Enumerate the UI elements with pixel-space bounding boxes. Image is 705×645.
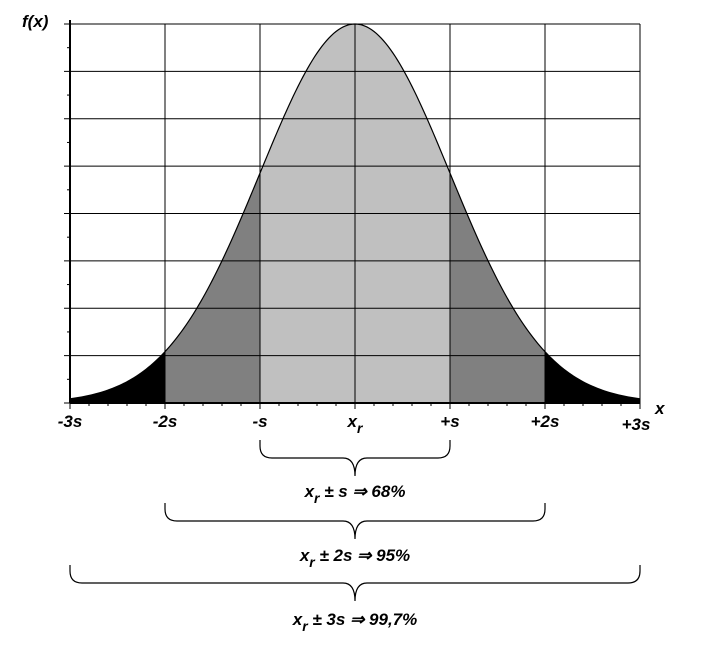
grid: [70, 23, 641, 403]
band-3: [70, 351, 165, 403]
x-tick-label-4: +s: [440, 412, 459, 431]
interval-brace-0: [259, 440, 451, 477]
x-tick-label-1: -2s: [153, 412, 178, 431]
axes: [64, 20, 641, 409]
density-curve: [69, 23, 641, 400]
x-tick-label-5: +2s: [531, 412, 560, 431]
curve-layer: [69, 23, 641, 400]
x-axis-label: x: [654, 399, 666, 418]
x-tick-label-6: +3s: [622, 415, 651, 434]
interval-label-2: xr ± 3s ⇒ 99,7%: [292, 610, 418, 634]
x-tick-label-2: -s: [252, 412, 267, 431]
x-tick-labels: -3s -2s -s xr +s +2s +3s: [58, 412, 651, 436]
interval-brace-1: [164, 503, 546, 540]
interval-brackets: xr ± s ⇒ 68% xr ± 2s ⇒ 95% xr ± 3s ⇒ 99,7%: [69, 440, 641, 634]
band-4: [545, 351, 640, 403]
interval-label-0: xr ± s ⇒ 68%: [304, 482, 406, 506]
x-tick-label-0: -3s: [58, 412, 83, 431]
interval-label-1: xr ± 2s ⇒ 95%: [299, 546, 410, 570]
y-axis-label: f(x): [22, 12, 49, 31]
interval-brace-2: [69, 565, 641, 602]
x-tick-label-3: xr: [347, 412, 364, 436]
